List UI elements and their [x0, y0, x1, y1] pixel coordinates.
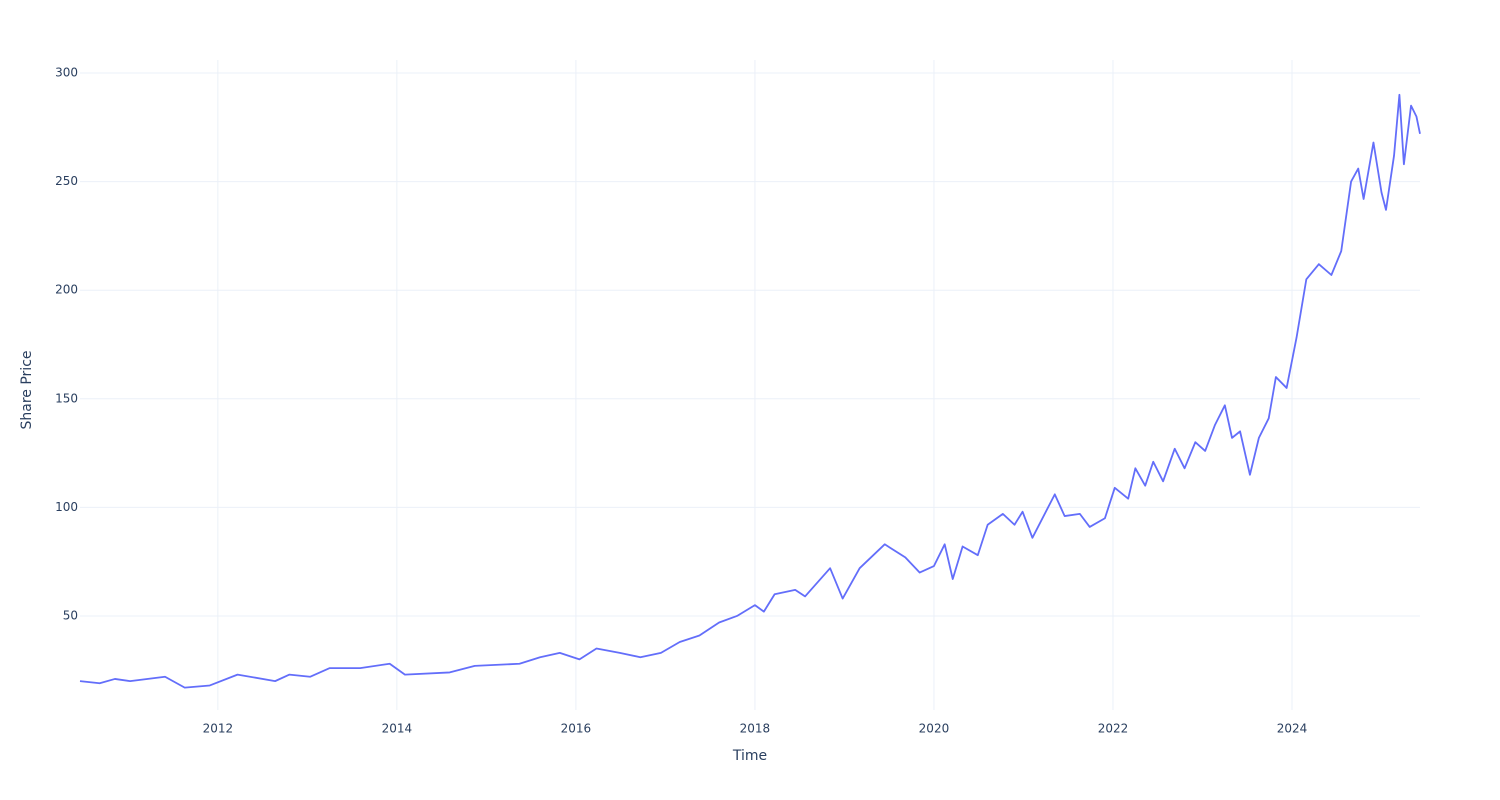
x-tick-label: 2024 [1277, 722, 1308, 736]
y-tick-label: 50 [63, 608, 78, 622]
x-tick-label: 2022 [1098, 722, 1129, 736]
x-tick-label: 2014 [382, 722, 413, 736]
x-tick-label: 2018 [740, 722, 771, 736]
y-tick-label: 150 [55, 391, 78, 405]
x-tick-label: 2020 [919, 722, 950, 736]
y-tick-label: 200 [55, 283, 78, 297]
x-tick-label: 2012 [203, 722, 234, 736]
x-axis-title: Time [732, 748, 767, 764]
x-tick-label: 2016 [561, 722, 592, 736]
y-tick-label: 300 [55, 66, 78, 80]
price-line [79, 93, 1421, 689]
y-axis-title: Share Price [19, 350, 35, 429]
y-tick-label: 250 [55, 174, 78, 188]
y-tick-label: 100 [55, 500, 78, 514]
